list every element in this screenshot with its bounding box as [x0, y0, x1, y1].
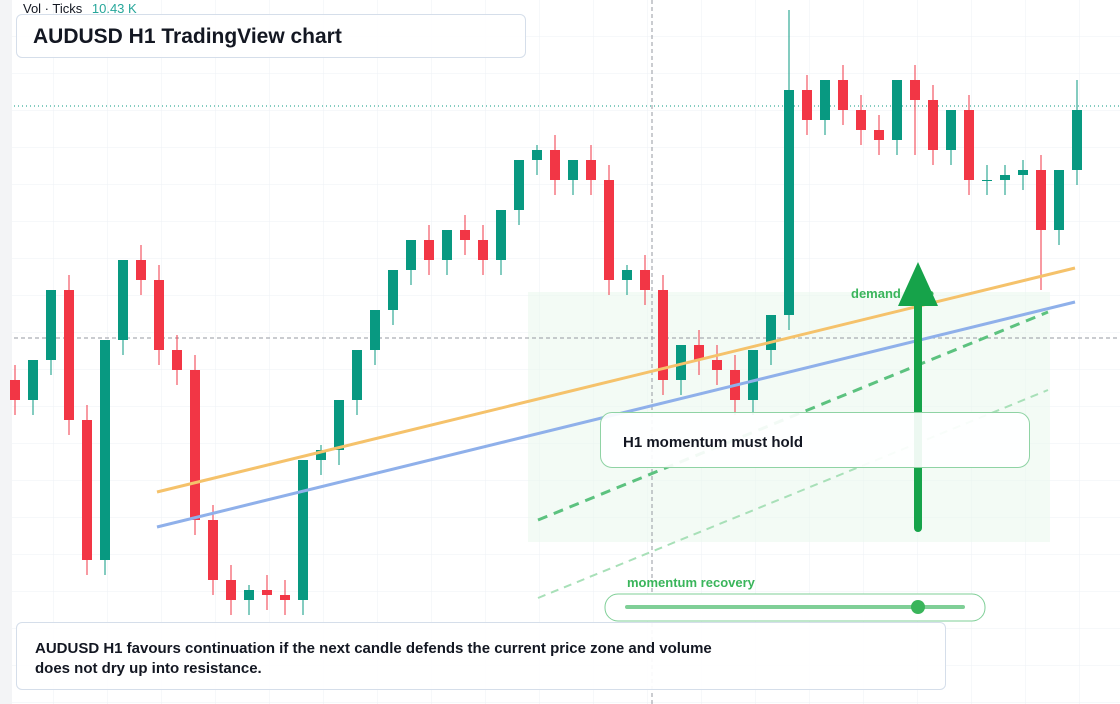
body: [172, 350, 182, 370]
body: [658, 290, 668, 380]
body: [298, 460, 308, 600]
body: [100, 340, 110, 560]
slider-knob[interactable]: [911, 600, 925, 614]
body: [622, 270, 632, 280]
body: [280, 595, 290, 600]
left-gutter: [0, 0, 12, 704]
body: [370, 310, 380, 350]
indicator-label: Vol · Ticks: [23, 1, 83, 16]
body: [388, 270, 398, 310]
body: [1036, 170, 1046, 230]
body: [874, 130, 884, 140]
caption-box: AUDUSD H1 favours continuation if the ne…: [16, 622, 946, 690]
body: [910, 80, 920, 100]
body: [784, 90, 794, 315]
note-text: H1 momentum must hold: [623, 434, 804, 451]
body: [82, 420, 92, 560]
body: [820, 80, 830, 120]
body: [604, 180, 614, 280]
body: [676, 345, 686, 380]
body: [316, 450, 326, 460]
indicator-legend: Vol · Ticks 10.43 K: [23, 1, 137, 16]
caption: AUDUSD H1 favours continuation if the ne…: [35, 640, 712, 677]
body: [514, 160, 524, 210]
body: [46, 290, 56, 360]
body: [946, 110, 956, 150]
dashed-channel-lower: [537, 389, 1049, 599]
body: [550, 150, 560, 180]
body: [1072, 110, 1082, 170]
body: [352, 350, 362, 400]
note-box: H1 momentum must hold: [600, 412, 1030, 468]
body: [964, 110, 974, 180]
body: [406, 240, 416, 270]
body: [496, 210, 506, 260]
arrow-head: [898, 262, 938, 306]
body: [532, 150, 542, 160]
body: [586, 160, 596, 180]
candles: [10, 10, 1082, 615]
body: [838, 80, 848, 110]
body: [694, 345, 704, 360]
body: [928, 100, 938, 150]
indicator-value: 10.43 K: [91, 1, 137, 16]
body: [136, 260, 146, 280]
body: [568, 160, 578, 180]
slider-label: momentum recovery: [627, 575, 756, 590]
body: [856, 110, 866, 130]
body: [1054, 170, 1064, 230]
body: [262, 590, 272, 595]
body: [226, 580, 236, 600]
body: [478, 240, 488, 260]
body: [802, 90, 812, 120]
body: [190, 370, 200, 520]
body: [154, 280, 164, 350]
body: [460, 230, 470, 240]
body: [1000, 175, 1010, 180]
body: [892, 80, 902, 140]
body: [1018, 170, 1028, 175]
body: [424, 240, 434, 260]
body: [64, 290, 74, 420]
body: [640, 270, 650, 290]
body: [28, 360, 38, 400]
body: [766, 315, 776, 350]
body: [334, 400, 344, 450]
body: [118, 260, 128, 340]
title-box: AUDUSD H1 TradingView chart: [16, 14, 526, 58]
body: [208, 520, 218, 580]
body: [442, 230, 452, 260]
body: [982, 180, 992, 181]
body: [244, 590, 254, 600]
chart-title: AUDUSD H1 TradingView chart: [33, 25, 342, 48]
body: [712, 360, 722, 370]
body: [748, 350, 758, 400]
body: [10, 380, 20, 400]
